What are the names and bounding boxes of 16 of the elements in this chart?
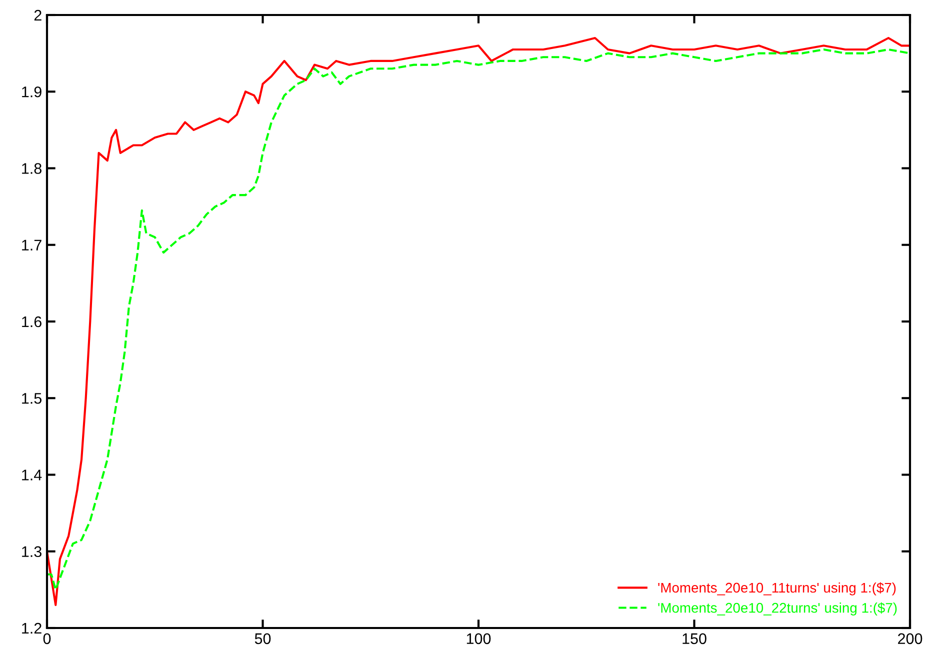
- x-tick-label: 200: [898, 633, 922, 644]
- y-tick-label: 2: [34, 10, 42, 21]
- y-tick-label: 1.3: [22, 546, 42, 558]
- x-tick-label: 150: [682, 633, 706, 644]
- y-tick-label: 1.5: [22, 393, 42, 404]
- legend-label: 'Moments_20e10_11turns' using 1:($7): [658, 582, 896, 596]
- y-tick-label: 1.6: [22, 316, 42, 328]
- x-tick-label: 100: [466, 633, 491, 644]
- legend-label: 'Moments_20e10_22turns' using 1:($7): [658, 602, 897, 616]
- y-tick-label: 1.4: [22, 470, 42, 480]
- y-tick-label: 1.9: [22, 86, 42, 98]
- y-tick-label: 1.7: [22, 240, 42, 250]
- y-tick-label: 1.8: [22, 163, 42, 174]
- y-tick-label: 1.2: [22, 622, 42, 634]
- x-tick-label: 0: [43, 633, 51, 644]
- x-tick-label: 50: [254, 633, 271, 644]
